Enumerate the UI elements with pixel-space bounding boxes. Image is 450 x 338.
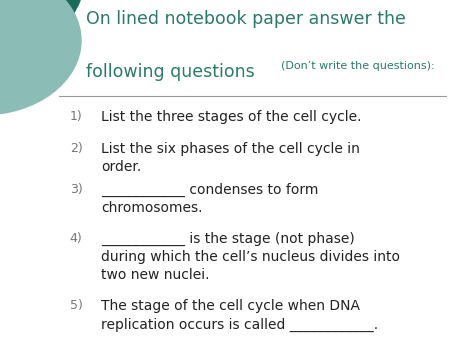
Text: The stage of the cell cycle when DNA
replication occurs is called ____________.: The stage of the cell cycle when DNA rep… — [101, 299, 378, 332]
Text: List the three stages of the cell cycle.: List the three stages of the cell cycle. — [101, 110, 362, 124]
Text: (Don’t write the questions):: (Don’t write the questions): — [281, 61, 435, 71]
Circle shape — [0, 0, 81, 115]
Text: following questions: following questions — [86, 63, 260, 80]
Text: 1): 1) — [70, 110, 82, 123]
Text: List the six phases of the cell cycle in
order.: List the six phases of the cell cycle in… — [101, 142, 360, 174]
Text: 5): 5) — [70, 299, 83, 312]
Text: ____________ condenses to form
chromosomes.: ____________ condenses to form chromosom… — [101, 183, 319, 215]
Circle shape — [0, 0, 86, 68]
Text: On lined notebook paper answer the: On lined notebook paper answer the — [86, 10, 405, 28]
Text: 3): 3) — [70, 183, 82, 195]
Text: 4): 4) — [70, 232, 82, 244]
Text: ____________ is the stage (not phase)
during which the cell’s nucleus divides in: ____________ is the stage (not phase) du… — [101, 232, 400, 283]
Text: 2): 2) — [70, 142, 82, 155]
